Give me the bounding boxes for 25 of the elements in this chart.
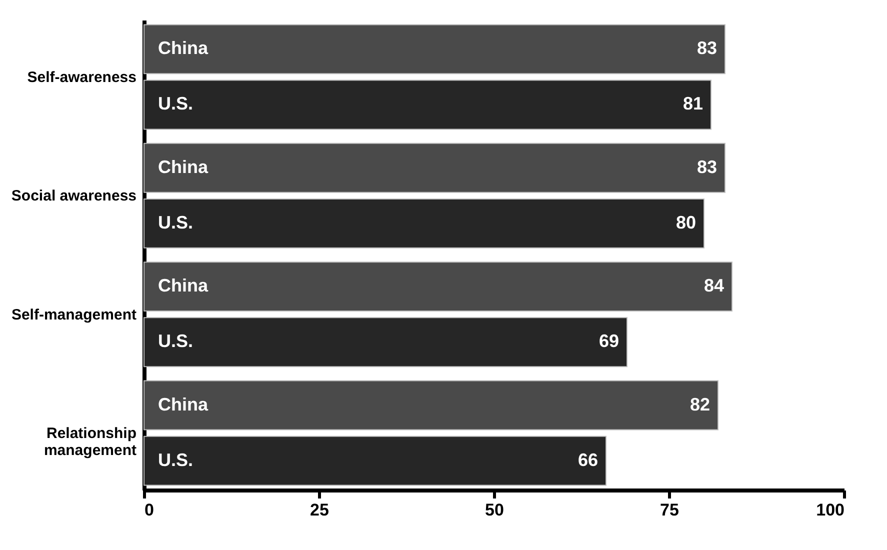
x-tick-label: 25 [310, 500, 329, 520]
series-label: China [158, 156, 209, 177]
text: China [158, 38, 208, 58]
data-label: 80 [676, 212, 696, 232]
text: U.S. [158, 331, 194, 352]
text: China [158, 276, 208, 296]
data-label: 69 [598, 331, 619, 352]
y-tick-label: Social awareness [11, 188, 136, 205]
data-label: 66 [578, 450, 598, 470]
y-tick-label: Relationship management [44, 425, 136, 460]
x-tick-label: 0 [144, 500, 154, 520]
series-label: U.S. [158, 94, 194, 114]
text: China [158, 394, 208, 414]
data-label: 81 [682, 94, 703, 114]
y-tick-label: Self-awareness [27, 68, 136, 86]
y-tick-label: Self-management [11, 306, 136, 324]
text: U.S. [158, 450, 194, 470]
x-tick-label: 50 [485, 500, 504, 520]
data-label: 83 [696, 38, 717, 58]
data-label: 82 [690, 394, 710, 414]
x-tick-label: 75 [660, 500, 679, 520]
data-label: 83 [696, 156, 717, 177]
data-label: 84 [704, 276, 724, 296]
x-tick-label: 100 [816, 500, 844, 520]
text: U.S. [158, 212, 194, 232]
